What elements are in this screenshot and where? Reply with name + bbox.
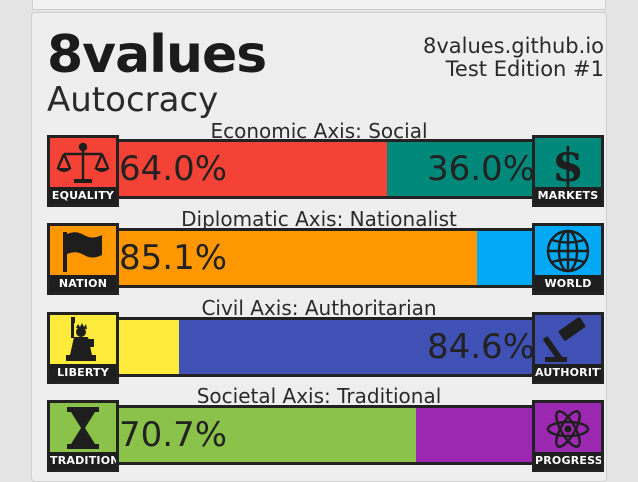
civil-left-fill bbox=[113, 320, 182, 374]
societal-left-value: 70.7% bbox=[119, 415, 228, 455]
dollar-icon: $ bbox=[552, 138, 584, 188]
progress-icon-label: PROGRESS bbox=[535, 452, 603, 469]
economic-axis-bar: 64.0% 36.0% bbox=[110, 139, 544, 199]
civil-right-value: 84.6% bbox=[426, 327, 535, 367]
statue-of-liberty-icon bbox=[66, 317, 96, 361]
atom-icon bbox=[546, 410, 590, 448]
tradition-icon-label: TRADITION bbox=[50, 452, 119, 469]
globe-icon bbox=[546, 229, 590, 273]
economic-right-fill bbox=[386, 142, 541, 196]
nation-icon-box: NATION bbox=[47, 223, 119, 295]
equality-icon-box: EQUALITY bbox=[47, 135, 119, 207]
diplomatic-axis-bar: 85.1% bbox=[110, 228, 544, 288]
previous-card-edge bbox=[32, 0, 606, 10]
authority-icon-label: AUTHORITY bbox=[535, 364, 604, 381]
civil-axis-bar: 84.6% bbox=[110, 317, 544, 377]
civil-right-fill bbox=[178, 320, 541, 374]
diplomatic-axis-label: Diplomatic Axis: Nationalist bbox=[181, 207, 457, 231]
economic-left-value: 64.0% bbox=[119, 149, 228, 189]
svg-text:$: $ bbox=[552, 138, 584, 188]
gavel-icon bbox=[543, 317, 586, 362]
diplomatic-left-value: 85.1% bbox=[119, 238, 228, 278]
site-url: 8values.github.io bbox=[422, 34, 604, 58]
liberty-icon-box: LIBERTY bbox=[47, 312, 119, 384]
scales-icon bbox=[56, 142, 110, 183]
authority-icon-box: AUTHORITY bbox=[532, 312, 604, 384]
societal-axis-label: Societal Axis: Traditional bbox=[196, 384, 442, 408]
nation-icon-label: NATION bbox=[50, 275, 116, 292]
diplomatic-right-fill bbox=[477, 231, 541, 285]
civil-axis-label: Civil Axis: Authoritarian bbox=[201, 296, 437, 320]
economic-right-value: 36.0% bbox=[426, 149, 535, 189]
edition-label: Test Edition #1 bbox=[445, 57, 604, 81]
hourglass-icon bbox=[67, 407, 99, 449]
ideology-result: Autocracy bbox=[47, 80, 219, 120]
world-icon-label: WORLD bbox=[535, 275, 601, 292]
equality-icon-label: EQUALITY bbox=[50, 187, 116, 204]
societal-axis-bar: 70.7% bbox=[110, 405, 544, 465]
progress-icon-box: PROGRESS bbox=[532, 400, 604, 472]
economic-left-fill bbox=[113, 142, 390, 196]
page-title: 8values bbox=[47, 25, 267, 85]
liberty-icon-label: LIBERTY bbox=[50, 364, 116, 381]
markets-icon-box: $ MARKETS bbox=[532, 135, 604, 207]
flag-icon bbox=[63, 232, 102, 272]
markets-icon-label: MARKETS bbox=[535, 187, 601, 204]
world-icon-box: WORLD bbox=[532, 223, 604, 295]
societal-right-fill bbox=[415, 408, 541, 462]
tradition-icon-box: TRADITION bbox=[47, 400, 119, 472]
